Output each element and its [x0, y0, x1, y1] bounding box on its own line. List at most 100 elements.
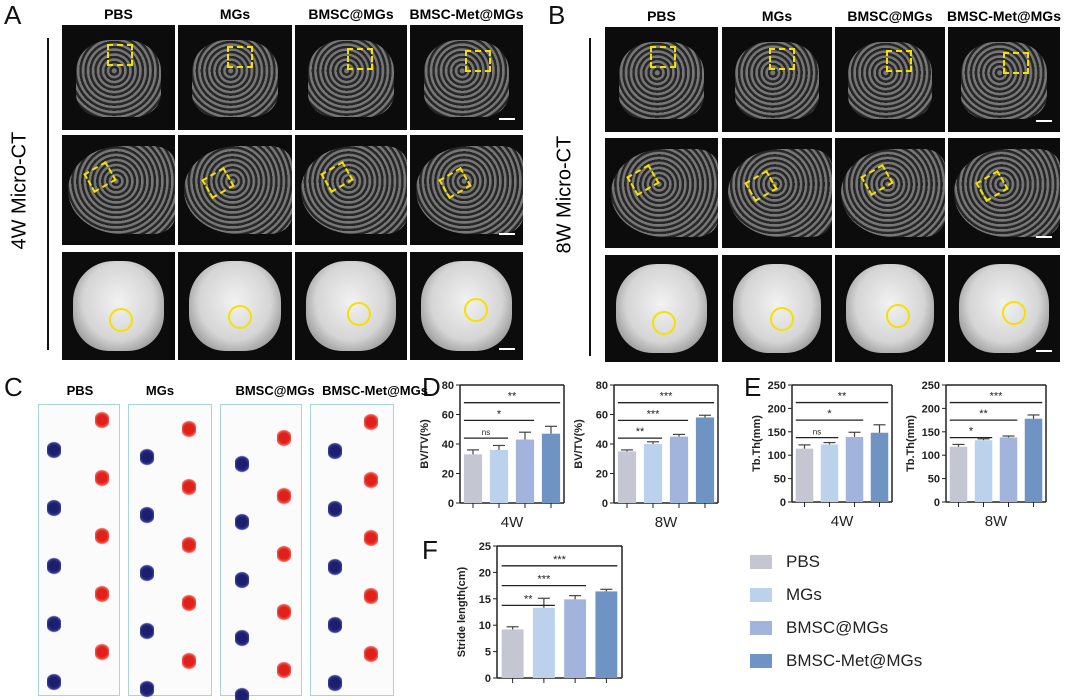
- significance-label: ns: [813, 428, 821, 437]
- micro-ct-image: [605, 27, 718, 132]
- y-tick-label: 250: [768, 380, 786, 392]
- micro-ct-image: [722, 27, 832, 132]
- micro-ct-image: [948, 27, 1060, 132]
- scale-bar: [1036, 120, 1052, 122]
- column-header: BMSC-Met@MGs: [409, 6, 524, 22]
- fore-paw-print: [277, 602, 291, 622]
- column-header: PBS: [647, 8, 676, 24]
- y-tick-label: 0: [780, 497, 786, 509]
- fore-paw-print: [277, 660, 291, 680]
- bar: [463, 454, 483, 503]
- micro-ct-image: [835, 255, 945, 362]
- micro-ct-image: [410, 25, 523, 130]
- roi-box: [465, 50, 492, 73]
- bone-section: [300, 146, 407, 234]
- roi-circle: [770, 307, 795, 332]
- significance-label: **: [979, 408, 988, 420]
- bone-section: [727, 149, 832, 237]
- bone-section: [953, 149, 1060, 237]
- micro-ct-image: [835, 138, 945, 248]
- y-tick-label: 200: [768, 403, 786, 415]
- bar: [669, 436, 689, 503]
- significance-label: ***: [990, 391, 1004, 403]
- y-tick-label: 20: [596, 469, 608, 481]
- roi-circle: [1001, 301, 1026, 325]
- bone-section: [191, 39, 279, 118]
- bar: [564, 599, 587, 678]
- divider-a: [47, 38, 49, 350]
- panel-label-a: A: [4, 0, 22, 30]
- x-axis-label: 4W: [501, 514, 524, 531]
- micro-ct-image: [178, 135, 292, 245]
- column-header: MGs: [761, 8, 793, 24]
- roi-box: [650, 45, 677, 68]
- significance-label: *: [827, 408, 832, 420]
- hind-paw-print: [47, 498, 61, 518]
- bone-section: [183, 146, 292, 234]
- y-tick-label: 150: [922, 427, 940, 439]
- y-tick-label: 0: [602, 498, 608, 510]
- legend-label: MGs: [786, 585, 822, 604]
- roi-box: [346, 48, 373, 71]
- y-tick-label: 15: [479, 594, 491, 606]
- panel-label-f: F: [422, 535, 438, 565]
- y-tick-label: 100: [768, 450, 786, 462]
- bone-section: [840, 149, 945, 237]
- scale-bar: [499, 348, 515, 350]
- micro-ct-image: [410, 135, 523, 245]
- column-header: PBS: [104, 6, 133, 22]
- bar: [845, 436, 864, 502]
- hind-paw-print: [140, 621, 154, 641]
- legend-label: BMSC@MGs: [786, 618, 889, 637]
- roi-box: [769, 48, 796, 70]
- y-tick-label: 150: [768, 427, 786, 439]
- significance-label: ***: [537, 574, 551, 586]
- hind-paw-print: [235, 512, 249, 532]
- footprint-strip: [310, 404, 394, 696]
- column-header: BMSC@MGs: [847, 8, 933, 24]
- hind-paw-print: [140, 505, 154, 525]
- column-header: MGs: [219, 6, 251, 22]
- fore-paw-print: [95, 526, 109, 546]
- y-axis-label: Tb.Th(mm): [751, 415, 763, 472]
- fore-paw-print: [95, 468, 109, 488]
- hind-paw-print: [47, 614, 61, 634]
- y-axis-label: BV/TV(%): [573, 419, 585, 469]
- footprint-strip: [38, 404, 120, 696]
- significance-label: ns: [482, 428, 490, 437]
- y-tick-label: 0: [485, 673, 491, 685]
- significance-label: **: [838, 391, 847, 403]
- bar: [501, 629, 524, 678]
- micro-ct-image: [605, 138, 718, 248]
- y-axis-label: Tb.Th(mm): [905, 415, 917, 472]
- legend-swatch: [750, 654, 772, 668]
- legend-item: BMSC-Met@MGs: [750, 651, 922, 671]
- roi-circle: [652, 310, 677, 335]
- hind-paw-print: [328, 441, 342, 461]
- significance-label: *: [969, 426, 974, 438]
- roi-circle: [109, 308, 134, 333]
- panel-label-d: D: [422, 372, 441, 402]
- y-tick-label: 0: [448, 498, 454, 510]
- roi-box: [107, 43, 134, 66]
- legend-label: PBS: [786, 552, 821, 571]
- bar: [999, 437, 1018, 502]
- bone-section: [610, 149, 718, 237]
- x-axis-label: 8W: [655, 514, 678, 531]
- hind-paw-print: [140, 447, 154, 467]
- micro-ct-image: [62, 252, 175, 360]
- y-tick-label: 60: [596, 410, 608, 422]
- significance-label: ***: [553, 554, 567, 566]
- y-tick-label: 80: [442, 380, 454, 392]
- legend-item: PBS: [750, 552, 820, 572]
- fore-paw-print: [364, 644, 378, 664]
- bar: [643, 444, 663, 503]
- significance-label: **: [524, 593, 533, 605]
- scale-bar: [499, 233, 515, 235]
- micro-ct-image: [410, 252, 523, 360]
- y-tick-label: 200: [922, 403, 940, 415]
- y-tick-label: 25: [479, 541, 491, 553]
- micro-ct-image: [722, 138, 832, 248]
- micro-ct-image: [178, 25, 292, 130]
